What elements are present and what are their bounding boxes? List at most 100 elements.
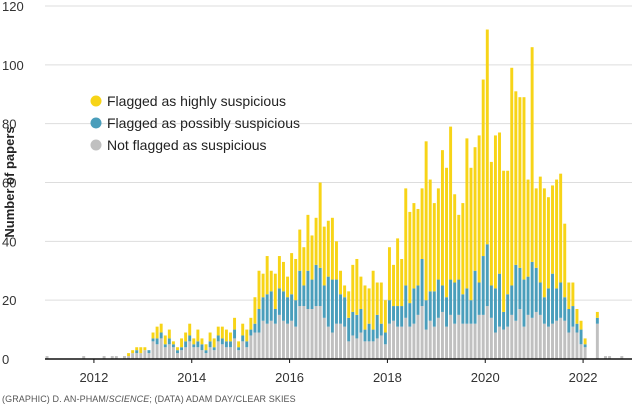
bar-possibly-suspicious bbox=[563, 297, 567, 321]
bar-highly-suspicious bbox=[506, 170, 510, 295]
legend-label: Flagged as highly suspicious bbox=[107, 93, 286, 109]
bar-highly-suspicious bbox=[282, 261, 285, 292]
gridlines bbox=[45, 5, 632, 301]
bar-highly-suspicious bbox=[286, 276, 290, 298]
bar-highly-suspicious bbox=[171, 341, 175, 345]
bar-highly-suspicious bbox=[481, 79, 485, 257]
bar-not-flagged bbox=[159, 338, 163, 359]
bar-highly-suspicious bbox=[359, 276, 363, 309]
bar-not-flagged bbox=[147, 353, 151, 359]
bar-not-flagged bbox=[579, 344, 583, 359]
bar-possibly-suspicious bbox=[481, 256, 485, 315]
bar-not-flagged bbox=[290, 320, 294, 359]
bar-not-flagged bbox=[510, 314, 514, 360]
y-tick-label: 120 bbox=[2, 0, 24, 14]
bar-highly-suspicious bbox=[567, 282, 571, 309]
bar-not-flagged bbox=[506, 326, 510, 359]
bar-possibly-suspicious bbox=[367, 323, 371, 342]
bar-not-flagged bbox=[420, 306, 424, 359]
bar-possibly-suspicious bbox=[184, 341, 188, 348]
credit-data: ; (DATA) ADAM DAY/CLEAR SKIES bbox=[149, 394, 296, 404]
bar-possibly-suspicious bbox=[595, 317, 599, 324]
bar-not-flagged bbox=[551, 323, 554, 359]
bar-highly-suspicious bbox=[176, 347, 179, 351]
bar-not-flagged bbox=[522, 326, 526, 359]
bar-highly-suspicious bbox=[530, 47, 534, 262]
bar-not-flagged bbox=[608, 356, 612, 359]
bar-possibly-suspicious bbox=[204, 350, 208, 354]
bar-possibly-suspicious bbox=[155, 338, 159, 345]
bar-highly-suspicious bbox=[518, 97, 522, 268]
bar-not-flagged bbox=[196, 347, 200, 359]
bar-not-flagged bbox=[184, 347, 188, 359]
bar-possibly-suspicious bbox=[229, 341, 232, 348]
bar-not-flagged bbox=[180, 350, 184, 359]
bar-possibly-suspicious bbox=[245, 341, 249, 348]
bar-possibly-suspicious bbox=[200, 344, 204, 351]
x-tick-label: 2022 bbox=[569, 370, 598, 385]
bar-not-flagged bbox=[294, 326, 298, 359]
bar-not-flagged bbox=[436, 317, 440, 359]
bar-not-flagged bbox=[469, 323, 473, 359]
bar-possibly-suspicious bbox=[440, 285, 444, 312]
bar-possibly-suspicious bbox=[518, 267, 522, 309]
bar-highly-suspicious bbox=[461, 203, 465, 295]
bar-not-flagged bbox=[339, 323, 343, 359]
bar-not-flagged bbox=[273, 323, 277, 359]
bar-not-flagged bbox=[502, 329, 506, 359]
bar-possibly-suspicious bbox=[371, 329, 375, 342]
bar-possibly-suspicious bbox=[375, 314, 379, 339]
bar-not-flagged bbox=[453, 323, 457, 359]
bar-possibly-suspicious bbox=[383, 332, 387, 345]
bar-highly-suspicious bbox=[453, 194, 457, 283]
bar-possibly-suspicious bbox=[135, 350, 139, 354]
bar-highly-suspicious bbox=[428, 179, 432, 292]
legend-swatch bbox=[90, 95, 102, 107]
bar-not-flagged bbox=[277, 314, 281, 360]
bar-not-flagged bbox=[351, 335, 355, 359]
bar-highly-suspicious bbox=[127, 353, 131, 357]
bar-highly-suspicious bbox=[595, 311, 599, 318]
bar-possibly-suspicious bbox=[298, 270, 302, 307]
bar-not-flagged bbox=[135, 353, 139, 359]
bar-highly-suspicious bbox=[510, 67, 514, 286]
bar-highly-suspicious bbox=[465, 138, 469, 289]
bar-possibly-suspicious bbox=[147, 350, 151, 354]
bar-highly-suspicious bbox=[363, 285, 367, 330]
bar-not-flagged bbox=[595, 323, 599, 359]
legend-swatch bbox=[90, 117, 102, 129]
y-tick-label: 0 bbox=[2, 352, 9, 367]
bar-highly-suspicious bbox=[347, 291, 351, 318]
bar-not-flagged bbox=[151, 341, 155, 359]
bar-highly-suspicious bbox=[318, 182, 322, 268]
bar-not-flagged bbox=[396, 326, 400, 359]
bar-highly-suspicious bbox=[298, 229, 302, 271]
bar-not-flagged bbox=[314, 306, 318, 359]
bar-not-flagged bbox=[123, 356, 126, 359]
bar-possibly-suspicious bbox=[167, 338, 171, 345]
bar-not-flagged bbox=[188, 341, 192, 359]
bar-not-flagged bbox=[432, 326, 436, 359]
credit-line: (GRAPHIC) D. AN-PHAM/SCIENCE; (DATA) ADA… bbox=[2, 394, 296, 404]
bar-not-flagged bbox=[526, 314, 530, 360]
bar-highly-suspicious bbox=[212, 338, 216, 348]
bar-possibly-suspicious bbox=[404, 285, 408, 318]
bar-highly-suspicious bbox=[257, 270, 261, 309]
bar-possibly-suspicious bbox=[326, 276, 330, 327]
bar-possibly-suspicious bbox=[538, 282, 542, 315]
bar-not-flagged bbox=[139, 353, 143, 359]
bar-not-flagged bbox=[445, 326, 448, 359]
bar-not-flagged bbox=[567, 332, 571, 359]
y-tick-label: 80 bbox=[2, 117, 16, 132]
bar-highly-suspicious bbox=[526, 179, 530, 277]
bar-possibly-suspicious bbox=[159, 332, 163, 339]
bar-possibly-suspicious bbox=[449, 279, 453, 315]
bar-possibly-suspicious bbox=[510, 285, 514, 315]
bar-not-flagged bbox=[571, 326, 575, 359]
bar-not-flagged bbox=[204, 353, 208, 359]
bar-highly-suspicious bbox=[408, 211, 412, 304]
bar-not-flagged bbox=[82, 356, 86, 359]
bar-not-flagged bbox=[440, 311, 444, 359]
bar-not-flagged bbox=[143, 350, 147, 359]
bar-highly-suspicious bbox=[477, 135, 481, 283]
